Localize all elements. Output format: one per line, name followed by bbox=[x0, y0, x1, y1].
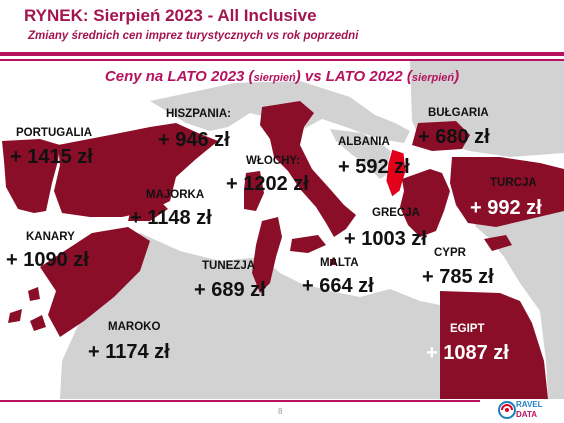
country-tunezja bbox=[252, 217, 282, 293]
value-tunezja: + 689 zł bbox=[194, 279, 266, 301]
label-kanary: KANARY bbox=[26, 231, 75, 243]
map bbox=[0, 61, 564, 399]
country-cypr bbox=[484, 235, 512, 251]
country-wlochy bbox=[260, 101, 356, 237]
label-maroko: MAROKO bbox=[108, 321, 161, 333]
label-cypr: CYPR bbox=[434, 247, 466, 259]
page-number: 8 bbox=[278, 407, 283, 416]
value-albania: + 592 zł bbox=[338, 156, 410, 178]
value-malta: + 664 zł bbox=[302, 275, 374, 297]
logo-line-1: RAVEL bbox=[516, 400, 543, 409]
label-albania: ALBANIA bbox=[338, 136, 390, 148]
country-portugalia bbox=[2, 139, 60, 213]
land-middle-east bbox=[470, 201, 564, 399]
label-portugalia: PORTUGALIA bbox=[16, 127, 93, 139]
label-majorka: MAJORKA bbox=[146, 189, 205, 201]
country-albania bbox=[385, 148, 407, 198]
label-tunezja: TUNEZJA bbox=[202, 260, 256, 272]
island-sardinia bbox=[244, 171, 264, 211]
country-maroko bbox=[40, 227, 150, 337]
country-malta bbox=[330, 259, 336, 265]
country-turcja bbox=[450, 157, 564, 227]
country-bulgaria bbox=[412, 121, 470, 151]
label-wlochy: WŁOCHY: bbox=[246, 155, 301, 167]
value-kanary: + 1090 zł bbox=[6, 249, 89, 271]
footer-rule bbox=[0, 400, 480, 402]
country-hiszpania bbox=[54, 123, 218, 217]
value-grecja: + 1003 zł bbox=[344, 228, 427, 250]
value-wlochy: + 1202 zł bbox=[226, 173, 309, 195]
country-kanary bbox=[8, 287, 62, 331]
page-subtitle: Zmiany średnich cen imprez turystycznych… bbox=[28, 30, 359, 42]
map-heading: Ceny na LATO 2023 (sierpień) vs LATO 202… bbox=[104, 68, 460, 85]
value-majorka: + 1148 zł bbox=[130, 207, 212, 229]
header-rule-thin bbox=[0, 59, 564, 61]
label-hiszpania: HISZPANIA: bbox=[166, 108, 231, 120]
value-portugalia: + 1415 zł bbox=[10, 146, 93, 168]
travel-data-logo: RAVEL DATA bbox=[498, 398, 562, 422]
value-egipt: + 1087 zł bbox=[426, 342, 509, 364]
value-cypr: + 785 zł bbox=[422, 266, 494, 288]
value-hiszpania: + 946 zł bbox=[158, 129, 230, 151]
value-turcja: + 992 zł bbox=[470, 197, 542, 219]
label-bulgaria: BUŁGARIA bbox=[428, 107, 489, 119]
land-north-africa bbox=[60, 233, 440, 399]
label-egipt: EGIPT bbox=[450, 323, 485, 335]
country-majorka bbox=[128, 199, 168, 221]
travel-data-logo-icon bbox=[498, 401, 516, 419]
label-malta: MALTA bbox=[320, 257, 359, 269]
page-title: RYNEK: Sierpień 2023 - All Inclusive bbox=[24, 6, 317, 25]
header-rule-thick bbox=[0, 52, 564, 56]
logo-line-2: DATA bbox=[516, 410, 538, 419]
country-egipt bbox=[440, 291, 548, 399]
land-balkans bbox=[330, 129, 398, 179]
island-sicily bbox=[290, 235, 326, 253]
value-maroko: + 1174 zł bbox=[88, 341, 170, 363]
label-grecja: GRECJA bbox=[372, 207, 420, 219]
value-bulgaria: + 680 zł bbox=[418, 126, 490, 148]
label-turcja: TURCJA bbox=[490, 177, 537, 189]
map-canvas bbox=[2, 61, 564, 399]
country-grecja bbox=[400, 169, 450, 237]
